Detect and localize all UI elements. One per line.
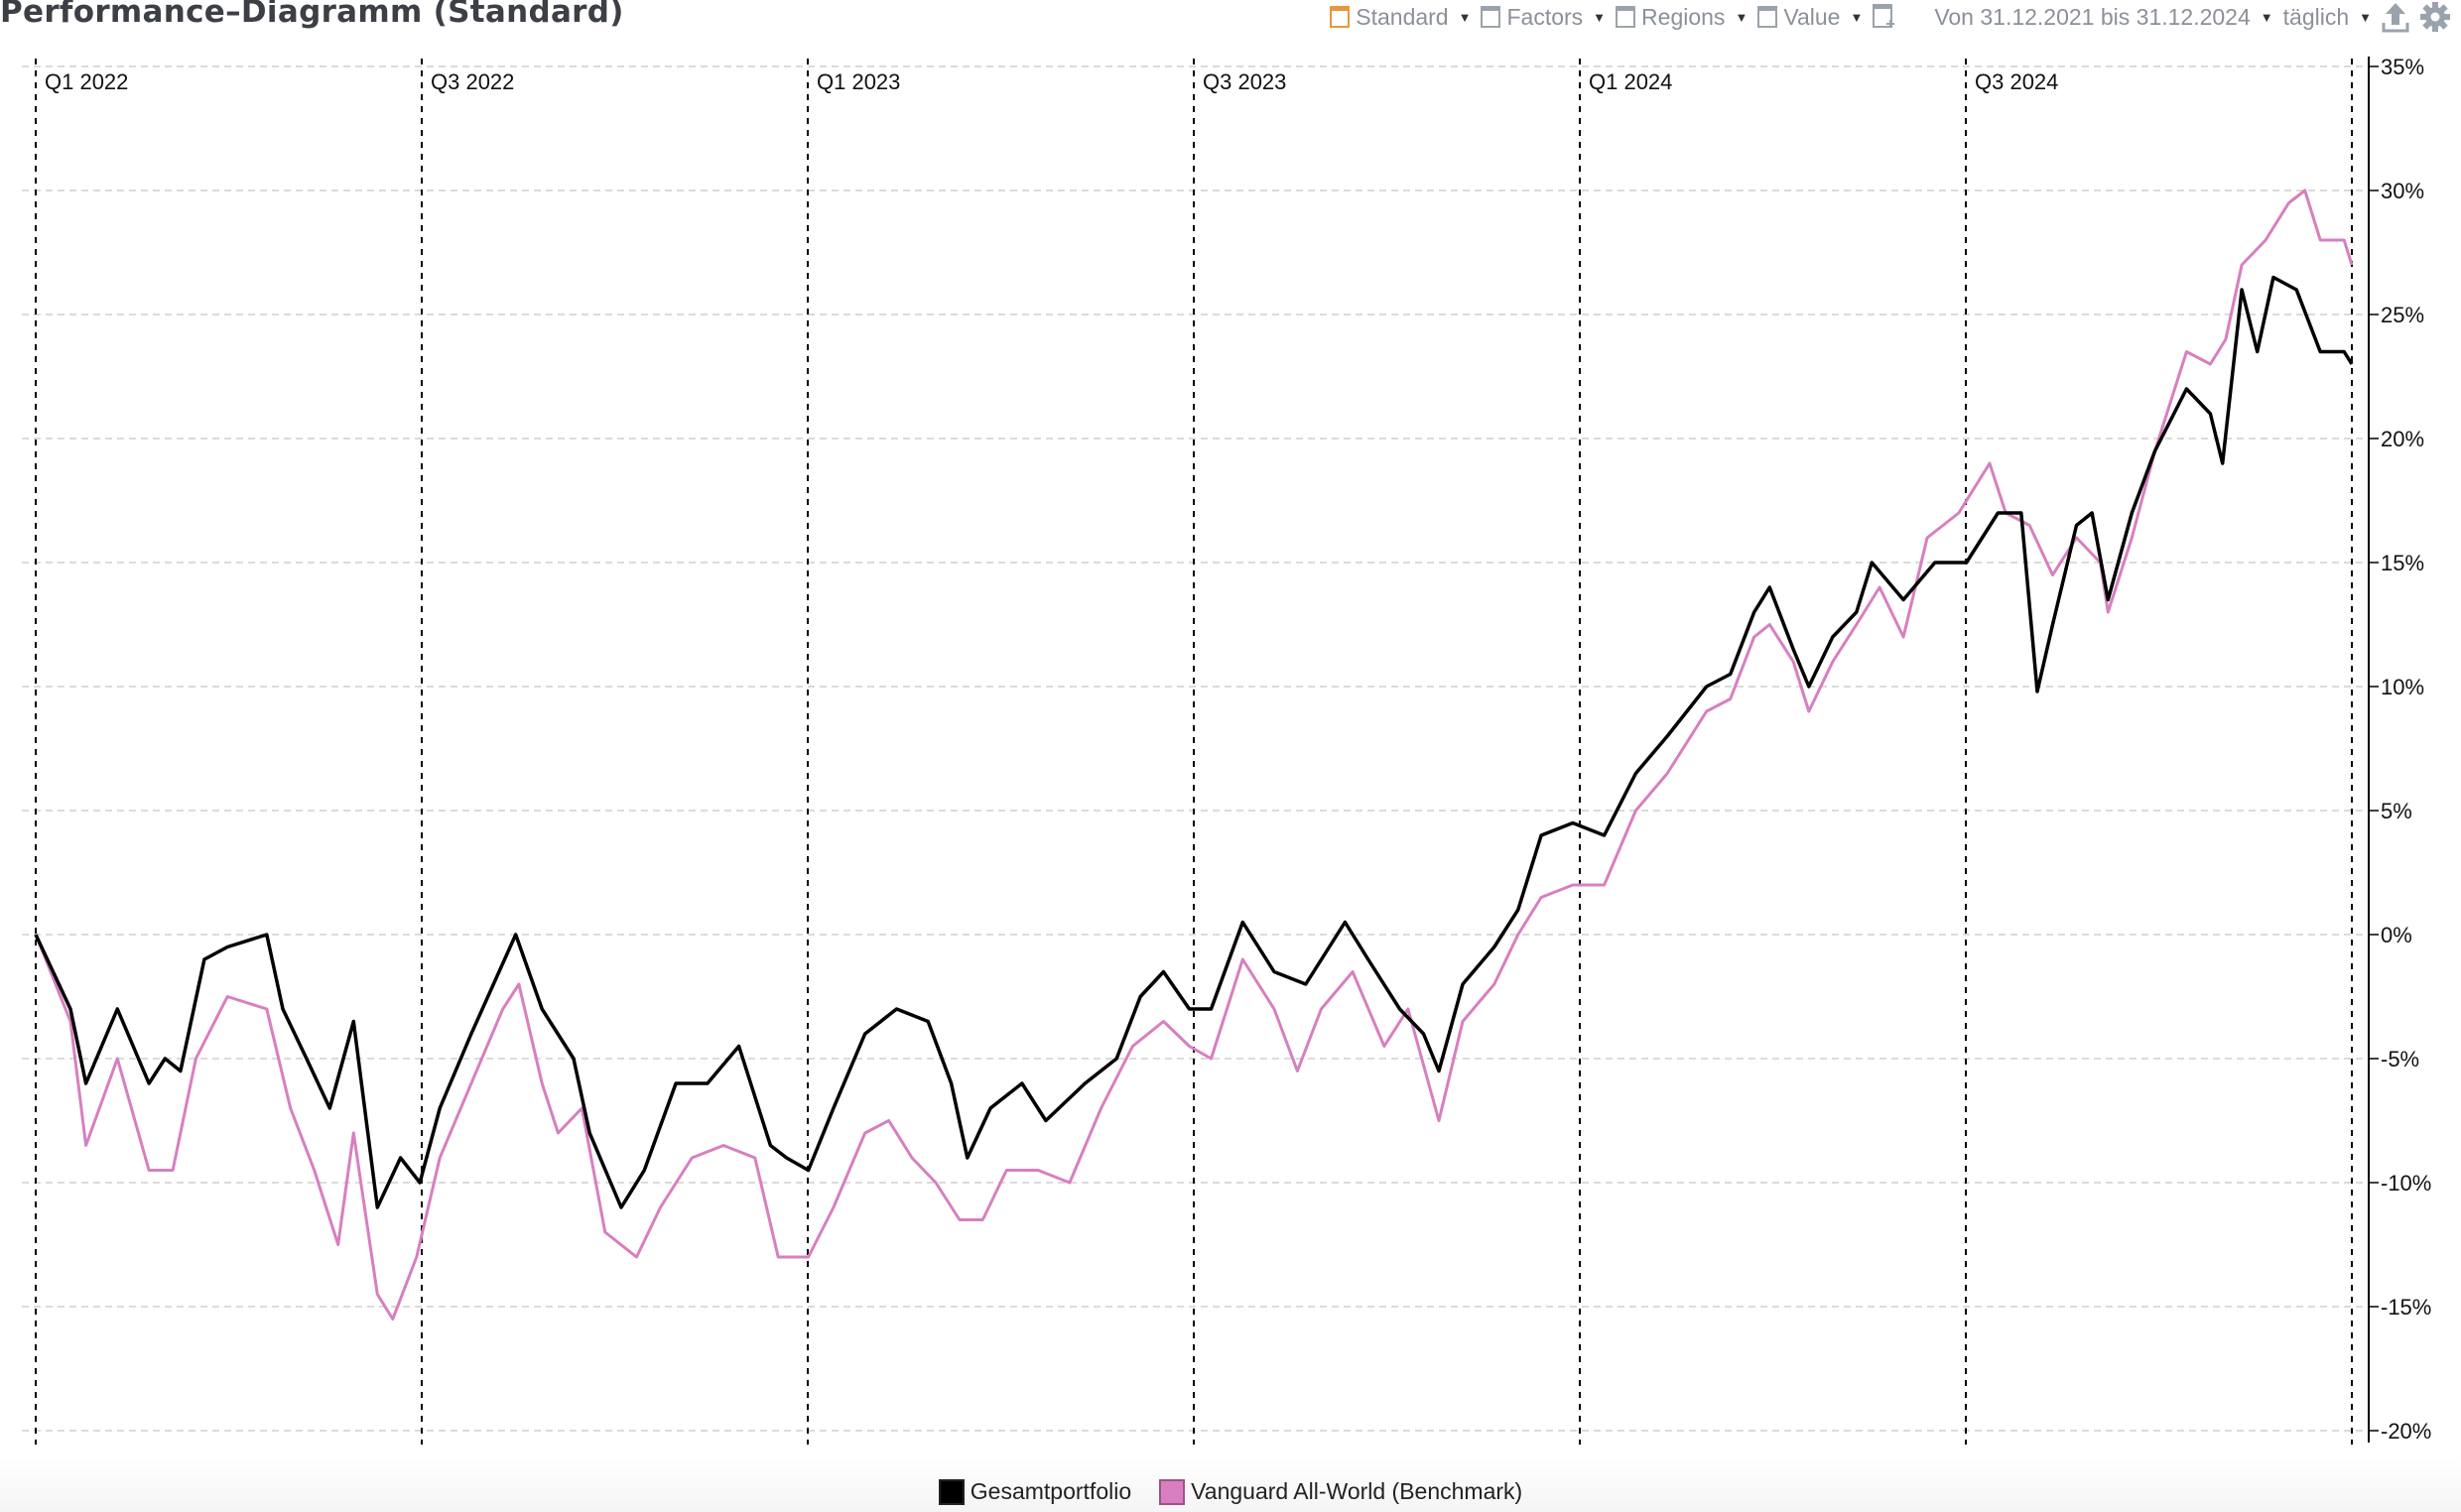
portfolio-swatch bbox=[938, 1478, 965, 1505]
y-tick-label: -20% bbox=[2381, 1419, 2431, 1444]
y-tick-label: -15% bbox=[2381, 1295, 2431, 1320]
regions-label: Regions bbox=[1641, 3, 1726, 30]
caret-down-icon: ▼ bbox=[2260, 9, 2273, 25]
chart-view-icon bbox=[1616, 6, 1636, 28]
x-tick-label: Q3 2024 bbox=[1975, 69, 2058, 94]
caret-down-icon: ▼ bbox=[2359, 9, 2372, 25]
legend-item-portfolio[interactable]: Gesamtportfolio bbox=[938, 1478, 1132, 1505]
benchmark-line bbox=[34, 189, 2354, 1321]
chart-view-icon bbox=[1757, 6, 1778, 28]
chart-toolbar: Standard ▼ Factors ▼ Regions ▼ Value ▼ V… bbox=[1330, 0, 2451, 34]
add-chart-icon bbox=[1873, 4, 1895, 28]
interval-dropdown[interactable]: täglich ▼ bbox=[2283, 4, 2372, 31]
portfolio-line bbox=[34, 275, 2354, 1209]
caret-down-icon: ▼ bbox=[1458, 9, 1472, 25]
export-button[interactable] bbox=[2382, 1, 2409, 33]
export-icon bbox=[2382, 3, 2409, 33]
factors-label: Factors bbox=[1506, 3, 1584, 30]
date-range-dropdown[interactable]: Von 31.12.2021 bis 31.12.2024 ▼ bbox=[1934, 4, 2272, 31]
y-tick-label: 25% bbox=[2381, 303, 2424, 327]
caret-down-icon: ▼ bbox=[1735, 9, 1749, 25]
y-tick-label: 35% bbox=[2381, 55, 2424, 79]
value-dropdown[interactable]: Value ▼ bbox=[1757, 4, 1863, 31]
y-tick-label: 10% bbox=[2381, 675, 2424, 699]
chart-legend: Gesamtportfolio Vanguard All-World (Benc… bbox=[0, 1478, 2461, 1505]
x-tick-label: Q1 2023 bbox=[817, 69, 900, 94]
legend-label: Vanguard All-World (Benchmark) bbox=[1191, 1478, 1523, 1504]
x-tick-label: Q3 2023 bbox=[1203, 69, 1286, 94]
date-range-label: Von 31.12.2021 bis 31.12.2024 bbox=[1934, 3, 2251, 30]
chart-view-icon bbox=[1481, 6, 1501, 28]
bottom-shade bbox=[0, 1458, 2461, 1512]
gear-icon bbox=[2420, 2, 2450, 32]
x-tick-label: Q1 2024 bbox=[1589, 69, 1672, 94]
chart-title: Performance–Diagramm (Standard) bbox=[0, 0, 624, 30]
regions-dropdown[interactable]: Regions ▼ bbox=[1616, 4, 1748, 31]
legend-item-benchmark[interactable]: Vanguard All-World (Benchmark) bbox=[1159, 1478, 1522, 1505]
legend-label: Gesamtportfolio bbox=[970, 1478, 1132, 1504]
standard-label: Standard bbox=[1356, 3, 1449, 30]
factors-dropdown[interactable]: Factors ▼ bbox=[1481, 4, 1606, 31]
caret-down-icon: ▼ bbox=[1593, 9, 1607, 25]
x-tick-label: Q3 2022 bbox=[431, 69, 514, 94]
add-chart-button[interactable] bbox=[1873, 4, 1896, 30]
standard-dropdown[interactable]: Standard ▼ bbox=[1330, 4, 1471, 31]
x-tick-label: Q1 2022 bbox=[45, 69, 128, 94]
chart-view-icon bbox=[1330, 6, 1351, 28]
y-tick-label: 0% bbox=[2381, 923, 2412, 947]
y-tick-label: 20% bbox=[2381, 427, 2424, 451]
interval-label: täglich bbox=[2282, 3, 2350, 30]
y-tick-label: 5% bbox=[2381, 799, 2412, 823]
value-label: Value bbox=[1783, 3, 1841, 30]
y-tick-label: -5% bbox=[2381, 1047, 2419, 1071]
y-tick-label: 15% bbox=[2381, 551, 2424, 575]
y-tick-label: -10% bbox=[2381, 1171, 2431, 1196]
y-tick-label: 30% bbox=[2381, 179, 2424, 203]
benchmark-swatch bbox=[1159, 1478, 1186, 1505]
settings-button[interactable] bbox=[2419, 1, 2451, 33]
caret-down-icon: ▼ bbox=[1850, 9, 1864, 25]
